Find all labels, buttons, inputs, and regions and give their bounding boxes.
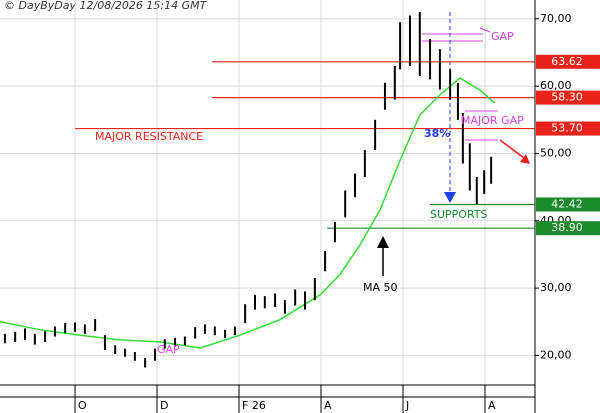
x-tick-label: A	[488, 399, 496, 412]
level-box	[536, 197, 600, 212]
level-label: 63.62	[551, 55, 583, 68]
y-tick-label: 50,00	[540, 146, 572, 159]
level-label: 42.42	[551, 197, 583, 210]
y-tick-label: 20,00	[540, 348, 572, 361]
x-tick-label: A	[324, 399, 332, 412]
annotation: MA 50	[363, 281, 398, 294]
x-tick-label: D	[160, 399, 168, 412]
x-tick-label: F 26	[242, 399, 266, 412]
ma-arrow	[377, 236, 389, 276]
gap-boxes	[422, 27, 498, 141]
down-arrow	[499, 139, 530, 164]
level-box	[536, 221, 600, 236]
level-box	[536, 121, 600, 136]
retracement-arrow	[444, 12, 456, 203]
moving-average	[0, 77, 496, 349]
annotation: SUPPORTS	[430, 208, 488, 221]
x-tick-label: J	[405, 399, 409, 412]
level-box	[536, 90, 600, 105]
y-tick-label: 60,00	[540, 79, 572, 92]
x-tick-label: O	[78, 399, 87, 412]
annotation: GAP	[157, 343, 180, 356]
annotation: GAP	[491, 30, 514, 43]
level-box	[536, 54, 600, 69]
y-tick-label: 70,00	[540, 12, 572, 25]
level-label: 38.90	[551, 221, 583, 234]
annotation: MAJOR GAP	[461, 114, 524, 127]
annotation: MAJOR RESISTANCE	[95, 130, 203, 143]
annotation: 38%	[424, 127, 450, 140]
level-label: 53.70	[551, 122, 583, 135]
y-tick-label: 30,00	[540, 281, 572, 294]
level-label: 58.30	[551, 91, 583, 104]
header: © DayByDay 12/08/2026 15:14 GMT	[4, 0, 208, 12]
